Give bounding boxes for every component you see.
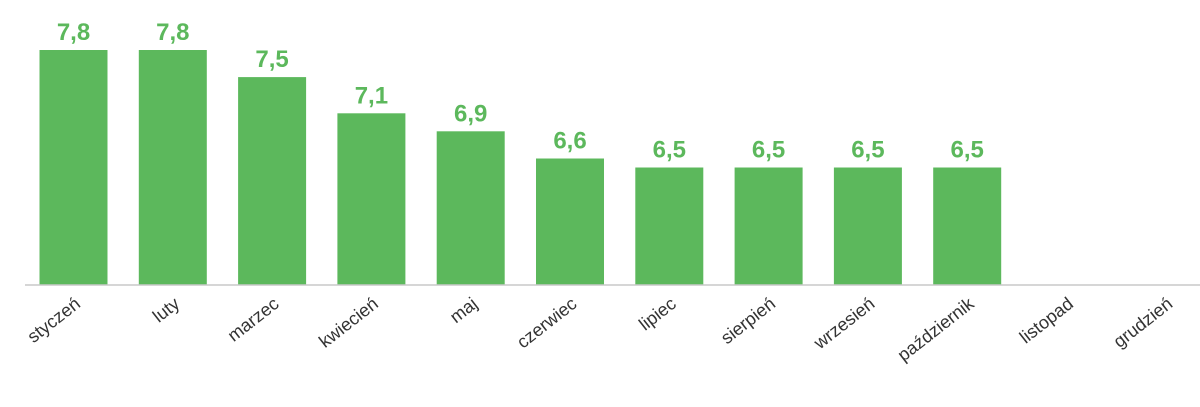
x-tick-label-0: styczeń	[24, 293, 84, 346]
value-label-0: 7,8	[57, 19, 90, 46]
x-tick-label-5: czerwiec	[513, 293, 580, 352]
x-tick-label-11: grudzień	[1110, 293, 1177, 351]
bar-1	[138, 50, 207, 285]
x-tick-label-4: maj	[446, 293, 481, 327]
x-tick-label-1: luty	[149, 293, 183, 326]
value-label-8: 6,5	[851, 137, 884, 164]
x-tick-label-9: październik	[894, 293, 979, 365]
x-tick-label-3: kwiecień	[315, 293, 382, 351]
bars-group	[39, 50, 1002, 285]
bar-9	[933, 167, 1002, 285]
x-tick-label-2: marzec	[224, 293, 283, 345]
value-label-2: 7,5	[255, 46, 288, 73]
bar-5	[536, 158, 604, 285]
x-tick-labels-group: styczeń luty marzec kwiecień maj czerwiec lipi…	[24, 293, 1177, 365]
value-label-9: 6,5	[951, 137, 984, 164]
bar-0	[39, 50, 108, 285]
x-tick-label-8: wrzesień	[809, 293, 878, 353]
x-tick-label-6: lipiec	[635, 293, 680, 334]
bar-6	[635, 167, 704, 285]
x-tick-label-7: sierpień	[717, 293, 779, 348]
value-label-6: 6,5	[653, 137, 686, 164]
value-label-4: 6,9	[454, 100, 487, 127]
bar-2	[238, 77, 307, 285]
bar-7	[734, 167, 803, 285]
bar-4	[436, 131, 505, 285]
bar-8	[833, 167, 902, 285]
bar-3	[337, 113, 406, 285]
value-label-5: 6,6	[553, 128, 586, 155]
x-tick-label-10: listopad	[1016, 293, 1077, 347]
value-labels-group: 7,8 7,8 7,5 7,1 6,9 6,6 6,5 6,5 6,5 6,5	[57, 19, 984, 164]
value-label-7: 6,5	[752, 137, 785, 164]
value-label-1: 7,8	[156, 19, 189, 46]
value-label-3: 7,1	[355, 82, 388, 109]
